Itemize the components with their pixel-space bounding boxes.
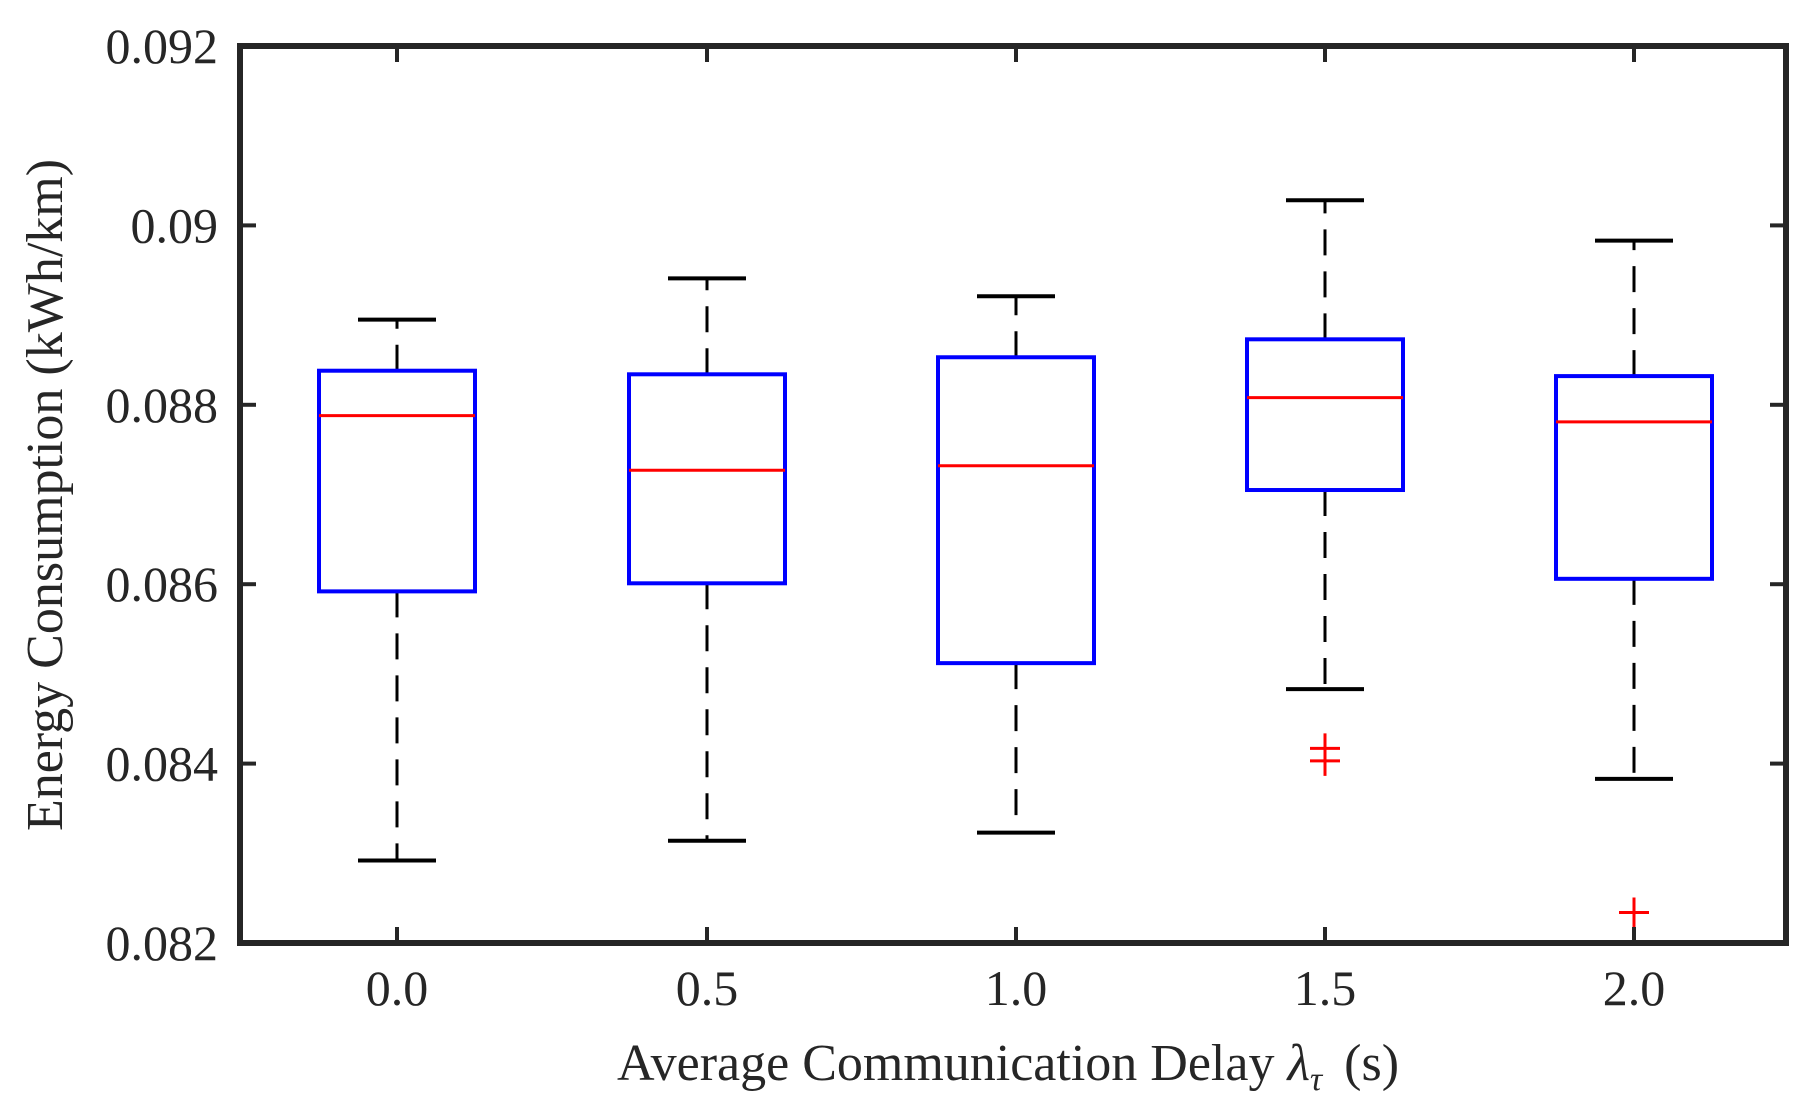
y-tick-label: 0.088 <box>106 377 219 433</box>
iqr-box <box>317 368 477 594</box>
iqr-box <box>627 372 787 586</box>
x-tick-label: 1.5 <box>1294 960 1357 1016</box>
iqr-box <box>936 355 1096 666</box>
x-tick-label: 0.5 <box>676 960 739 1016</box>
x-axis-lambda-symbol: λ <box>1285 1035 1310 1092</box>
y-tick-label: 0.084 <box>106 736 219 792</box>
box-1.0 <box>936 294 1096 835</box>
x-axis-title-text: Average Communication Delay <box>617 1035 1275 1092</box>
y-axis-title: Energy Consumption (kWh/km) <box>17 159 74 831</box>
x-axis-unit: (s) <box>1344 1035 1399 1092</box>
iqr-box <box>1245 337 1405 493</box>
y-tick-label: 0.09 <box>131 197 219 253</box>
box-0.0 <box>317 317 477 863</box>
y-tick-label: 0.092 <box>106 18 219 74</box>
x-tick-label: 2.0 <box>1603 960 1666 1016</box>
x-tick-label: 1.0 <box>985 960 1048 1016</box>
box-2.0 <box>1554 238 1714 928</box>
x-axis-title: Average Communication Delay λτ (s) <box>617 1035 1399 1098</box>
box-0.5 <box>627 276 787 843</box>
plot-area <box>317 198 1714 928</box>
outlier-marker <box>1310 745 1340 776</box>
outlier-marker <box>1619 897 1649 928</box>
box-1.5 <box>1245 198 1405 776</box>
x-tick-label: 0.0 <box>366 960 429 1016</box>
y-tick-label: 0.086 <box>106 556 219 612</box>
axes-frame <box>237 43 1789 946</box>
x-axis-tau-subscript: τ <box>1310 1061 1324 1098</box>
iqr-box <box>1554 374 1714 581</box>
axis-ticks: 0.082 0.084 0.086 0.088 0.09 0.092 0.0 0.5 1.0 1.… <box>106 18 1786 1016</box>
y-tick-label: 0.082 <box>106 915 219 971</box>
